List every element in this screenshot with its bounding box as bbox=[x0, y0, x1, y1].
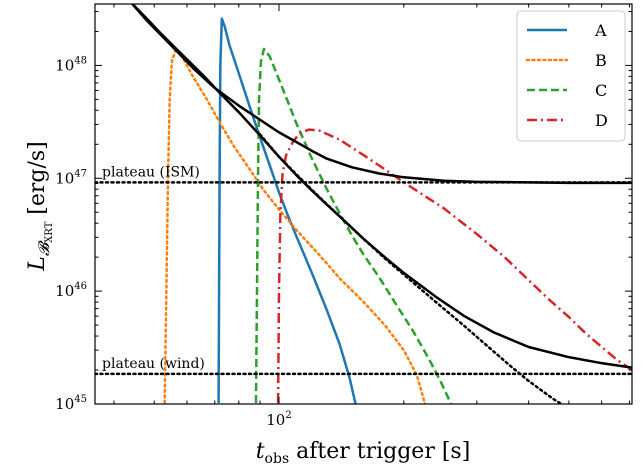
annotation-1: plateau (wind) bbox=[102, 356, 205, 372]
series-a-line bbox=[217, 17, 357, 404]
legend-label-b: B bbox=[595, 51, 607, 70]
legend-label-d: D bbox=[595, 111, 608, 130]
annotation-layer: plateau (ISM) plateau (wind) bbox=[102, 164, 205, 371]
legend-label-c: C bbox=[595, 81, 607, 100]
annotation-0: plateau (ISM) bbox=[102, 164, 200, 180]
y-axis-label: L𝓑XRT [erg/s] bbox=[25, 141, 55, 271]
y-tick-label: 1047 bbox=[55, 168, 87, 187]
tick-layer: 1045 1046 1047 1048 102 bbox=[55, 4, 632, 429]
x-tick-label: 102 bbox=[266, 410, 291, 429]
y-tick-label: 1048 bbox=[55, 55, 87, 74]
reference-curve-5 bbox=[130, 4, 632, 369]
legend-box bbox=[516, 10, 626, 142]
reference-curve-6 bbox=[258, 133, 563, 404]
series-c-line bbox=[254, 47, 453, 404]
plot-frame bbox=[94, 3, 633, 405]
series-b-line bbox=[163, 47, 427, 404]
y-tick-label: 1046 bbox=[55, 281, 87, 300]
x-axis-label: tobs after trigger [s] bbox=[256, 439, 471, 467]
y-tick-label: 1045 bbox=[55, 394, 87, 413]
series-layer bbox=[95, 4, 632, 404]
legend-label-a: A bbox=[594, 21, 607, 40]
